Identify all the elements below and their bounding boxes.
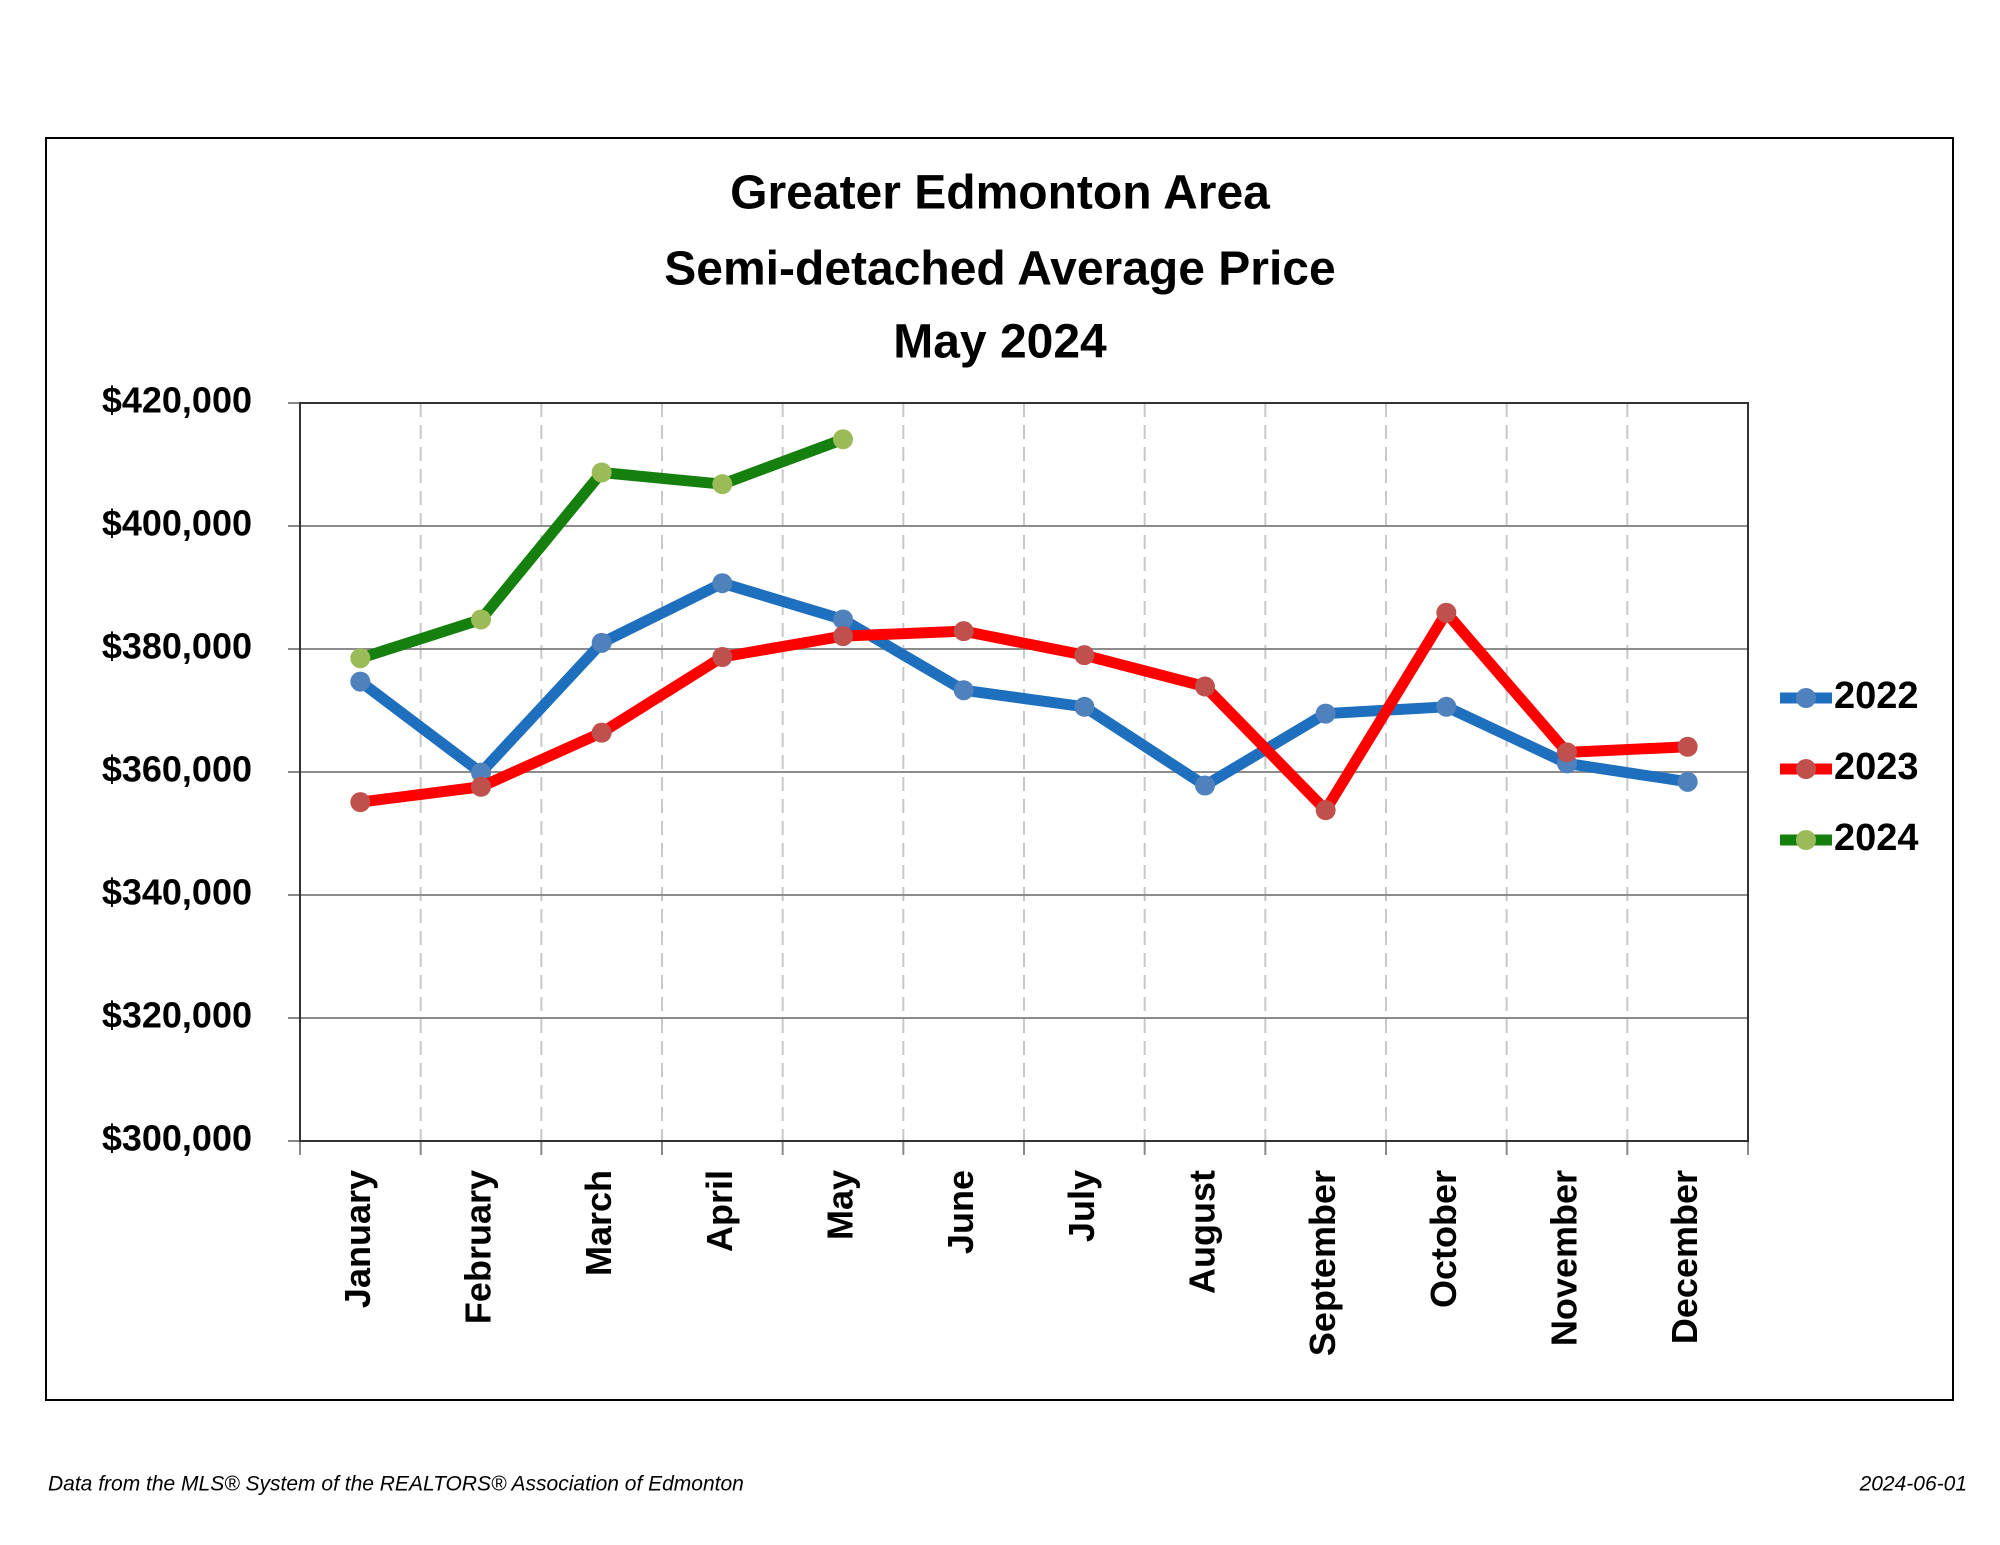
- x-tick-label: August: [1182, 1170, 1223, 1294]
- data-point: [712, 573, 733, 594]
- legend-marker: [1796, 759, 1816, 779]
- x-tick-label: January: [337, 1170, 378, 1308]
- data-point: [1677, 736, 1698, 757]
- data-point: [712, 646, 733, 667]
- data-point: [591, 632, 612, 653]
- y-tick-label: $380,000: [102, 626, 252, 667]
- y-tick-label: $300,000: [102, 1118, 252, 1159]
- y-tick-label: $400,000: [102, 503, 252, 544]
- chart-title: Greater Edmonton Area: [730, 167, 1270, 220]
- chart-title: May 2024: [893, 316, 1107, 369]
- plot-frame: [299, 402, 1749, 1142]
- data-point: [471, 762, 491, 783]
- data-point: [591, 722, 612, 743]
- series-line: [357, 577, 1689, 792]
- data-point: [350, 648, 371, 669]
- chart-title: Semi-detached Average Price: [664, 243, 1335, 296]
- data-point: [1677, 771, 1698, 792]
- x-tick-label: July: [1061, 1170, 1102, 1242]
- y-tick-label: $360,000: [102, 749, 252, 790]
- x-tick-label: November: [1544, 1170, 1585, 1346]
- data-point: [1074, 696, 1095, 717]
- x-tick-label: May: [820, 1170, 861, 1240]
- x-tick-label: December: [1664, 1170, 1705, 1344]
- data-point: [1074, 645, 1095, 666]
- y-tick-label: $320,000: [102, 995, 252, 1036]
- data-point: [1315, 800, 1336, 821]
- x-tick-label: April: [699, 1170, 740, 1252]
- legend-label: 2024: [1834, 817, 1919, 859]
- data-point: [471, 776, 491, 797]
- x-tick-label: June: [940, 1170, 981, 1254]
- data-point: [1315, 703, 1336, 724]
- data-point: [350, 671, 371, 692]
- data-point: [591, 462, 612, 483]
- data-point: [953, 680, 974, 701]
- data-point: [1195, 775, 1215, 796]
- data-point: [471, 609, 491, 630]
- data-point: [350, 792, 371, 813]
- x-tick-label: March: [578, 1170, 619, 1276]
- data-point: [1557, 742, 1577, 763]
- data-point: [1436, 696, 1457, 717]
- legend-label: 2023: [1834, 746, 1919, 788]
- x-tick-label: February: [458, 1170, 499, 1324]
- y-tick-label: $340,000: [102, 872, 252, 913]
- y-tick-label: $420,000: [102, 380, 252, 421]
- data-point: [953, 621, 974, 642]
- x-tick-label: October: [1423, 1170, 1464, 1308]
- data-point: [1436, 602, 1457, 623]
- series-line: [359, 607, 1688, 816]
- data-point: [833, 609, 853, 630]
- source-note: Data from the MLS® System of the REALTOR…: [48, 1473, 744, 1496]
- data-point: [712, 474, 733, 495]
- x-tick-label: September: [1302, 1170, 1343, 1356]
- legend-marker: [1796, 688, 1816, 708]
- legend-label: 2022: [1834, 675, 1919, 717]
- data-point: [833, 626, 853, 647]
- date-note: 2024-06-01: [1859, 1473, 1967, 1496]
- legend-marker: [1796, 830, 1816, 850]
- data-point: [833, 429, 853, 450]
- data-point: [1195, 676, 1215, 697]
